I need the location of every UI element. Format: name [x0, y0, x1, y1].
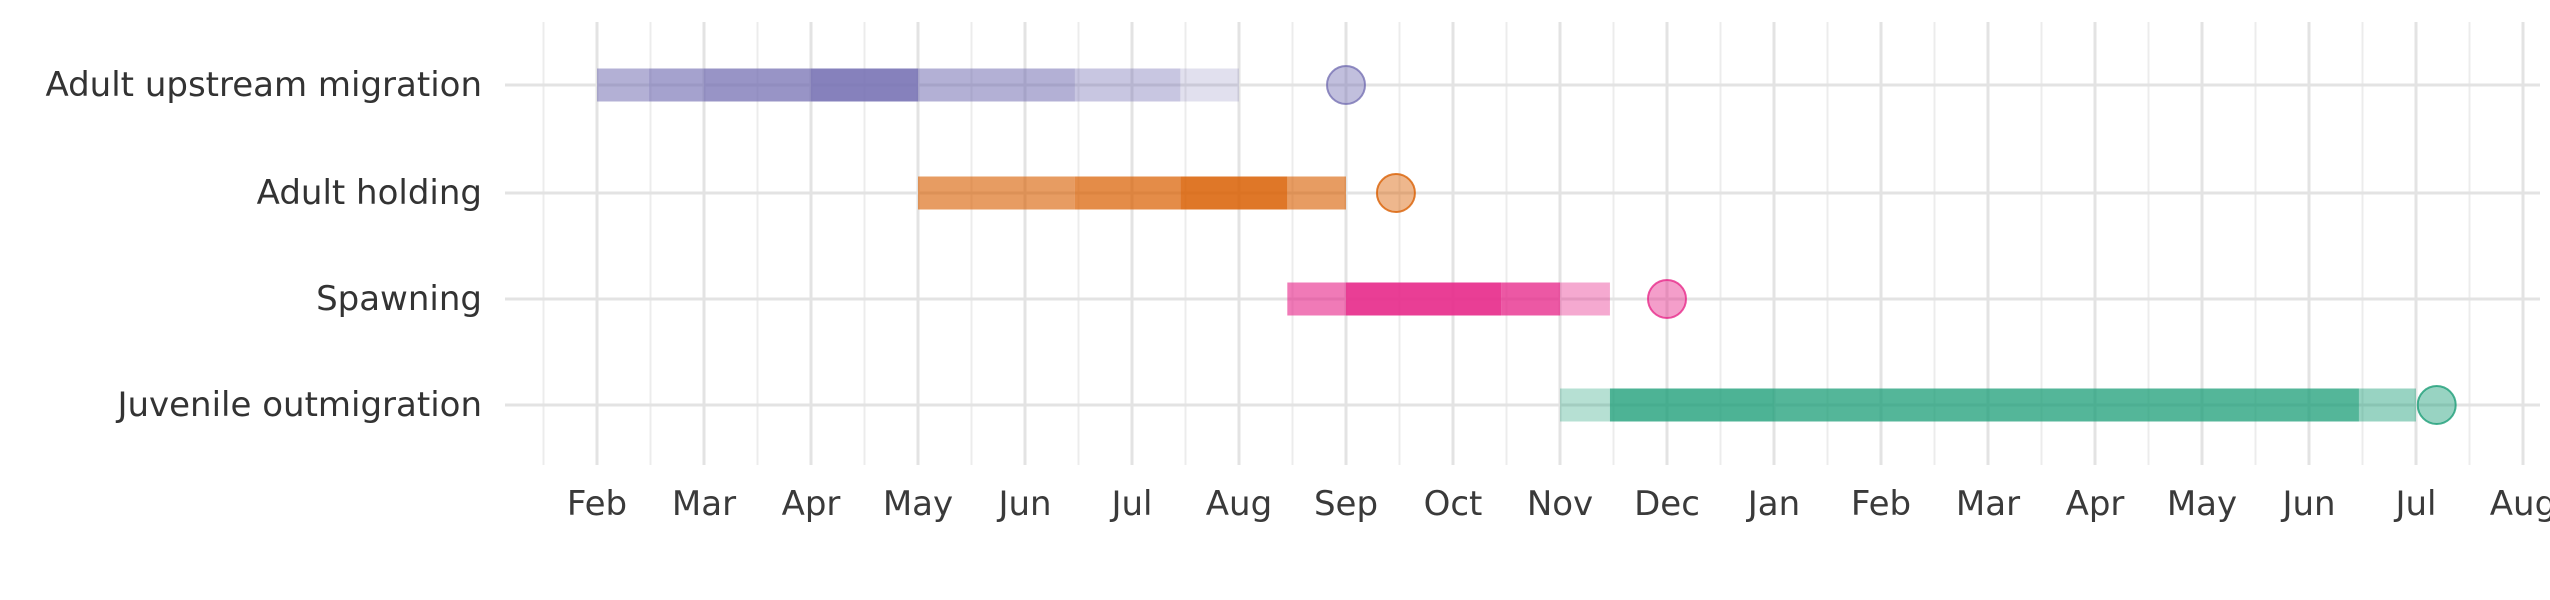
bars [597, 68, 2416, 422]
timeline-bar-segment [2358, 388, 2416, 422]
x-tick-label: Jul [2393, 484, 2436, 524]
timeline-bar-segment [1287, 176, 1346, 210]
x-tick-label: Aug [2490, 484, 2550, 524]
peak-marker [1326, 65, 1366, 105]
y-axis-label: Adult upstream migration [45, 65, 482, 105]
x-axis-labels: Feb Mar Apr May Jun Jul Aug Sep Oct Nov Dec Jan Feb M… [567, 484, 2550, 524]
timeline-bar-segment [1074, 176, 1181, 210]
y-axis-label: Juvenile outmigration [115, 385, 482, 425]
x-tick-label: Apr [782, 484, 841, 524]
timeline-bar-segment [1774, 388, 2359, 422]
x-tick-label: Jun [996, 484, 1051, 524]
peak-marker [2416, 385, 2457, 425]
peak-marker [1647, 279, 1687, 319]
x-tick-label: Oct [1424, 484, 1483, 524]
y-axis-label: Adult holding [257, 173, 482, 213]
timeline-bar-segment [704, 68, 811, 102]
timeline-bar-segment [1560, 282, 1610, 316]
timeline-bar-segment [918, 176, 1075, 210]
timeline-bar-segment [1346, 282, 1502, 316]
x-tick-label: May [883, 484, 953, 524]
timeline-bar-segment [918, 68, 1075, 102]
x-tick-label: May [2167, 484, 2237, 524]
x-tick-label: Apr [2066, 484, 2125, 524]
x-tick-label: Mar [672, 484, 736, 524]
x-tick-label: Dec [1634, 484, 1700, 524]
x-tick-label: Jan [1746, 484, 1800, 524]
x-tick-label: Mar [1956, 484, 2020, 524]
y-axis-labels: Adult upstream migration Adult holding Spa… [45, 65, 482, 425]
x-tick-label: Aug [1206, 484, 1272, 524]
timeline-bar-segment [1501, 282, 1560, 316]
timeline-bar-segment [811, 68, 918, 102]
markers [1326, 65, 2457, 425]
timeline-bar-segment [1074, 68, 1181, 102]
x-tick-label: Sep [1314, 484, 1378, 524]
x-tick-label: Feb [567, 484, 627, 524]
timeline-bar-segment [1560, 388, 1610, 422]
peak-marker [1375, 173, 1416, 213]
timeline-bar-segment [1180, 68, 1239, 102]
x-tick-label: Nov [1527, 484, 1593, 524]
x-tick-label: Jul [1109, 484, 1152, 524]
timeline-bar-segment [1609, 388, 1774, 422]
x-tick-label: Feb [1851, 484, 1911, 524]
timeline-bar-segment [1180, 176, 1288, 210]
x-tick-label: Jun [2280, 484, 2335, 524]
timeline-bar-segment [597, 68, 649, 102]
timeline-bar-segment [1287, 282, 1346, 316]
timeline-bar-segment [648, 68, 704, 102]
y-axis-label: Spawning [316, 279, 482, 319]
